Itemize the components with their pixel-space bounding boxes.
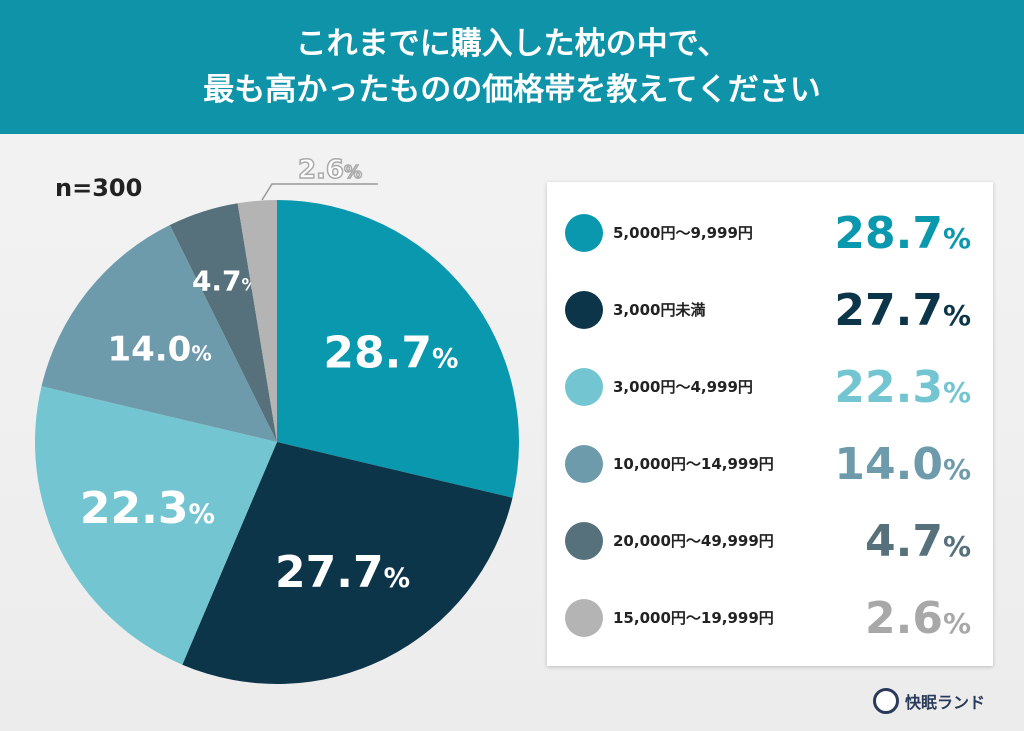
legend-swatch — [565, 522, 603, 560]
title-line-2: 最も高かったものの価格帯を教えてください — [203, 72, 821, 108]
legend-item: 3,000円未満 27.7% — [547, 271, 993, 349]
slice-label: 2.6% — [298, 155, 362, 185]
legend-swatch — [565, 291, 603, 329]
legend-value: 14.0% — [834, 439, 971, 490]
legend-item: 10,000円〜14,999円 14.0% — [547, 425, 993, 503]
pie-chart: 28.7%27.7%22.3%14.0%4.7%2.6% — [35, 154, 519, 684]
legend-value: 2.6% — [864, 593, 971, 644]
legend-item: 15,000円〜19,999円 2.6% — [547, 579, 993, 657]
pie-slice — [169, 203, 277, 442]
legend-label: 20,000円〜49,999円 — [613, 532, 774, 550]
pie-slice — [41, 225, 277, 442]
slice-label: 27.7% — [275, 547, 410, 598]
pie-slice — [35, 386, 277, 665]
legend: 5,000円〜9,999円 28.7% 3,000円未満 27.7% 3,000… — [547, 182, 993, 666]
leader-line — [261, 183, 378, 201]
legend-label: 3,000円〜4,999円 — [613, 378, 753, 396]
pie-slice — [277, 200, 519, 498]
legend-value: 4.7% — [864, 516, 971, 567]
legend-item: 5,000円〜9,999円 28.7% — [547, 194, 993, 272]
legend-swatch — [565, 368, 603, 406]
legend-swatch — [565, 445, 603, 483]
title-line-1: これまでに購入した枕の中で、 — [295, 26, 729, 62]
legend-label: 15,000円〜19,999円 — [613, 609, 774, 627]
chart-title: これまでに購入した枕の中で、 最も高かったものの価格帯を教えてください — [0, 0, 1024, 134]
pie-slice — [182, 442, 513, 684]
legend-label: 10,000円〜14,999円 — [613, 455, 774, 473]
logo: 快眠ランド — [873, 688, 985, 714]
legend-swatch — [565, 214, 603, 252]
legend-value: 28.7% — [834, 208, 971, 259]
legend-value: 22.3% — [834, 362, 971, 413]
legend-label: 3,000円未満 — [613, 301, 706, 319]
logo-mark-icon — [873, 688, 899, 714]
legend-label: 5,000円〜9,999円 — [613, 224, 753, 242]
logo-text: 快眠ランド — [905, 693, 986, 712]
legend-item: 3,000円〜4,999円 22.3% — [547, 348, 993, 426]
legend-swatch — [565, 599, 603, 637]
pie-slice — [237, 200, 277, 442]
legend-item: 20,000円〜49,999円 4.7% — [547, 502, 993, 580]
legend-value: 27.7% — [834, 285, 971, 336]
sample-size: n=300 — [55, 174, 143, 202]
